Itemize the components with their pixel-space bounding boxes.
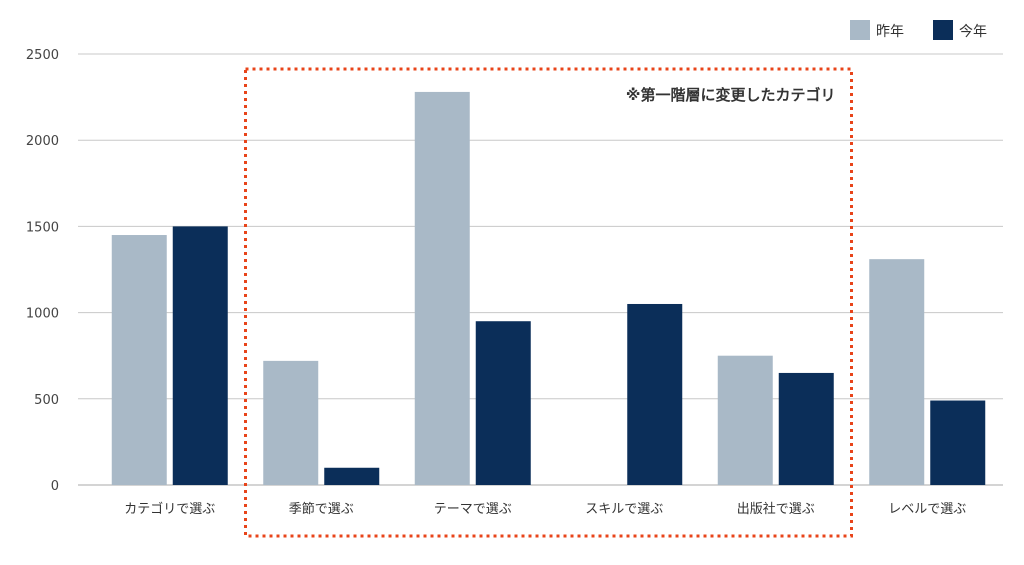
legend-swatch (850, 20, 870, 40)
grid-lines (78, 53, 1003, 486)
bar-this-year (475, 321, 531, 485)
x-category-label: 季節で選ぶ (289, 502, 354, 517)
bar-last-year (263, 360, 319, 485)
x-category-label: カテゴリで選ぶ (124, 501, 215, 517)
bar-last-year (111, 235, 167, 485)
legend-label: 今年 (959, 24, 987, 40)
bar-last-year (869, 259, 925, 485)
y-axis-tick-labels: 0 500 1000 1500 2000 2500 (26, 48, 59, 494)
legend-label: 昨年 (876, 24, 904, 40)
highlight-box (244, 67, 853, 538)
y-tick-label: 500 (34, 393, 59, 408)
y-tick-label: 1500 (26, 220, 59, 235)
bar-this-year (324, 467, 380, 485)
bar-this-year (930, 400, 986, 485)
x-category-label: 出版社で選ぶ (737, 501, 815, 517)
x-category-label: レベルで選ぶ (888, 502, 966, 517)
x-axis-category-labels: カテゴリで選ぶ 季節で選ぶ テーマで選ぶ スキルで選ぶ 出版社で選ぶ レベルで選ぶ (124, 501, 966, 517)
bar-this-year (778, 372, 834, 485)
legend-swatch (933, 20, 953, 40)
x-category-label: テーマで選ぶ (434, 502, 512, 517)
annotation: ※第一階層に変更したカテゴリ (244, 67, 853, 538)
x-category-label: スキルで選ぶ (585, 502, 663, 517)
bar-last-year (717, 355, 773, 485)
bars (111, 91, 986, 485)
y-tick-label: 0 (51, 479, 59, 494)
y-tick-label: 2500 (26, 48, 59, 63)
bar-this-year (627, 303, 683, 485)
y-tick-label: 1000 (26, 307, 59, 322)
bar-last-year (414, 91, 470, 485)
annotation-text: ※第一階層に変更したカテゴリ (626, 86, 836, 104)
y-tick-label: 2000 (26, 134, 59, 149)
bar-this-year (172, 226, 228, 485)
legend: 昨年 今年 (850, 20, 987, 40)
